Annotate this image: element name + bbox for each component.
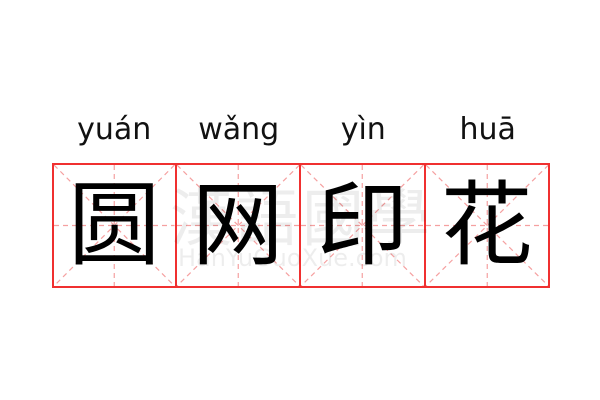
- pinyin-row: yuán wǎng yìn huā: [52, 108, 550, 152]
- character: 印: [316, 171, 409, 279]
- pinyin-2: wǎng: [198, 112, 280, 147]
- character-grid: 圆 网 印 花: [52, 163, 550, 288]
- guide-line: [426, 165, 549, 286]
- guide-line: [426, 165, 549, 286]
- guide-line: [301, 165, 424, 286]
- character-cell: 花: [425, 163, 550, 288]
- character-cell: 网: [176, 163, 301, 288]
- character: 花: [440, 171, 533, 279]
- guide-lines: [54, 165, 175, 286]
- character-cell: 印: [301, 163, 426, 288]
- guide-line: [177, 165, 300, 286]
- pinyin-3: yìn: [340, 112, 386, 147]
- guide-lines: [301, 165, 424, 286]
- character-cell: 圆: [52, 163, 177, 288]
- character: 网: [191, 171, 284, 279]
- guide-lines: [177, 165, 300, 286]
- guide-line: [177, 165, 300, 286]
- guide-line: [54, 165, 175, 286]
- pinyin-1: yuán: [77, 112, 152, 147]
- character: 圆: [68, 171, 161, 279]
- guide-lines: [426, 165, 549, 286]
- guide-line: [301, 165, 424, 286]
- pinyin-4: huā: [459, 112, 516, 147]
